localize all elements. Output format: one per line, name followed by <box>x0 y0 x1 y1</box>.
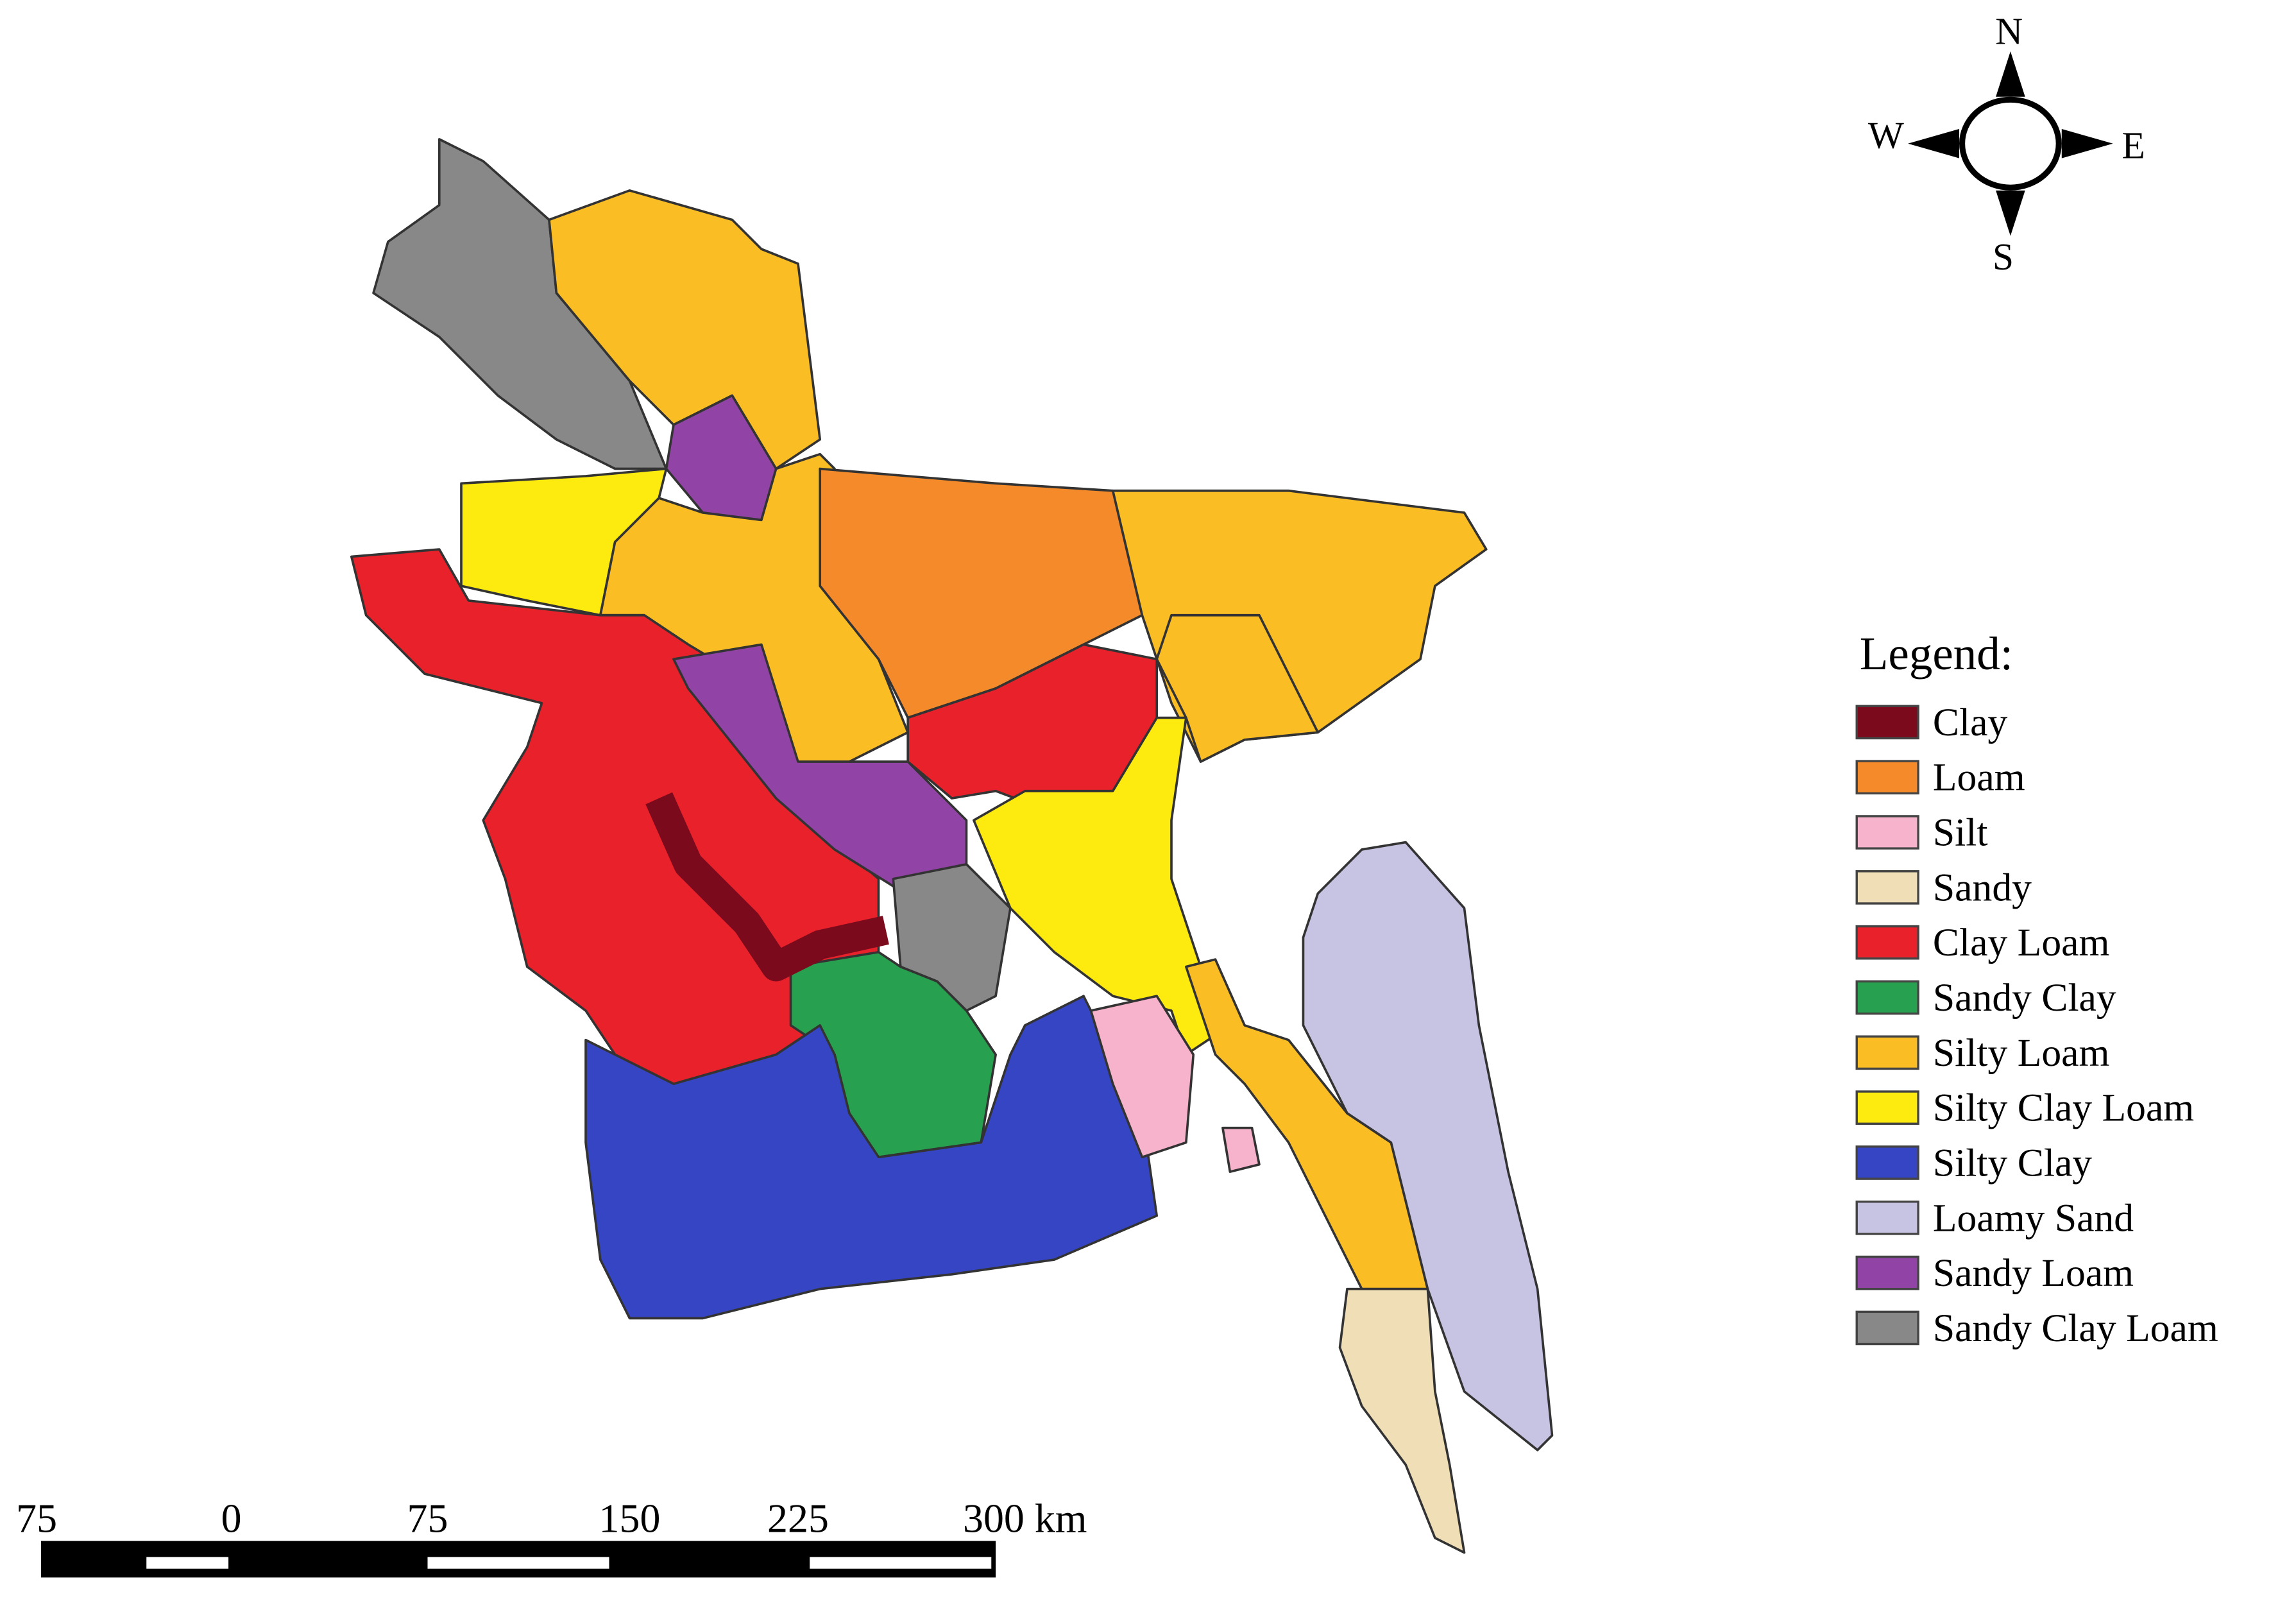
compass: N S W E <box>1868 10 2145 278</box>
legend-swatch <box>1855 1035 1919 1070</box>
scale-bar-segment <box>810 1557 992 1569</box>
region <box>1089 995 1195 1159</box>
region <box>1338 1287 1466 1554</box>
legend-swatch <box>1855 1200 1919 1235</box>
scale-bar-segment <box>146 1557 229 1569</box>
compass-label: E <box>2122 124 2145 167</box>
compass-label: W <box>1868 114 1904 157</box>
legend-label: Silt <box>1933 811 1988 855</box>
scale-label: 225 <box>767 1496 829 1541</box>
region <box>645 792 889 982</box>
legend-label: Sandy Clay Loam <box>1933 1306 2218 1350</box>
legend-swatch <box>1855 870 1919 905</box>
scale-label: 75 <box>16 1496 57 1541</box>
legend-title: Legend: <box>1860 628 2013 680</box>
soil-map <box>350 138 1554 1554</box>
region <box>1221 1126 1261 1173</box>
compass-arrow <box>1908 128 1960 158</box>
scale-label: 0 <box>221 1496 242 1541</box>
compass-label: N <box>1995 10 2023 53</box>
legend-label: Silty Clay <box>1933 1142 2092 1185</box>
legend-label: Clay <box>1933 701 2008 744</box>
legend-swatch <box>1855 1145 1919 1180</box>
legend-label: Loam <box>1933 756 2025 800</box>
scale-bar-segment <box>427 1557 609 1569</box>
legend-label: Sandy <box>1933 866 2032 909</box>
scale-label: 75 <box>407 1496 448 1541</box>
compass-ring <box>1959 96 2062 191</box>
region <box>1302 841 1554 1451</box>
legend-swatch <box>1855 815 1919 850</box>
legend-label: Silty Loam <box>1933 1031 2110 1075</box>
compass-arrow <box>1996 190 2025 236</box>
legend-label: Silty Clay Loam <box>1933 1086 2194 1130</box>
compass-arrow <box>2061 128 2113 158</box>
legend-swatch <box>1855 980 1919 1015</box>
legend: Legend: Clay Loam Silt Sandy Clay Loam Sandy … <box>1855 628 2218 1350</box>
legend-swatch <box>1855 1310 1919 1346</box>
legend-label: Loamy Sand <box>1933 1196 2134 1240</box>
legend-swatch <box>1855 1090 1919 1125</box>
region <box>548 189 822 470</box>
scale-label: 300 km <box>963 1496 1087 1541</box>
legend-swatch <box>1855 705 1919 740</box>
legend-label: Sandy Clay <box>1933 976 2116 1020</box>
legend-swatch <box>1855 1255 1919 1290</box>
compass-label: S <box>1993 235 2014 278</box>
legend-swatch <box>1855 925 1919 960</box>
scale-label: 150 <box>599 1496 661 1541</box>
legend-label: Sandy Loam <box>1933 1251 2134 1295</box>
scale-bar: 75 0 75 150 225 300 km <box>16 1496 1087 1578</box>
region <box>1155 613 1320 763</box>
legend-swatch <box>1855 760 1919 795</box>
compass-arrow <box>1996 51 2025 97</box>
legend-label: Clay Loam <box>1933 921 2109 964</box>
